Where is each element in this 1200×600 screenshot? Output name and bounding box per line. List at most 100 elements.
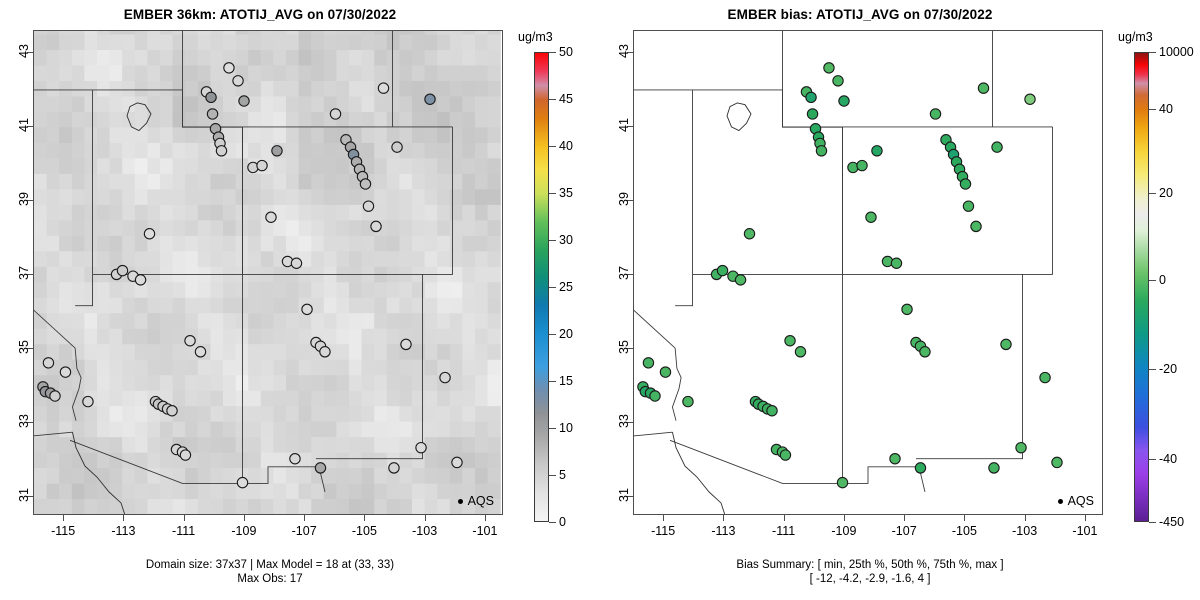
station-marker xyxy=(988,462,1000,474)
station-marker xyxy=(865,211,877,223)
station-marker xyxy=(734,274,747,286)
y-axis-tick xyxy=(627,126,633,128)
colorbar-tick xyxy=(1149,193,1156,194)
aqs-dot-icon xyxy=(457,498,463,504)
colorbar-tick xyxy=(1149,522,1156,523)
station-marker xyxy=(194,346,207,358)
y-axis-label: 43 xyxy=(617,44,631,59)
station-marker xyxy=(49,390,61,402)
x-axis-tick xyxy=(63,515,65,521)
station-marker xyxy=(205,91,217,104)
colorbar-tick-label: 20 xyxy=(559,327,573,341)
panel-model: EMBER 36km: ATOTIJ_AVG on 07/30/2022 AQS… xyxy=(17,7,573,585)
aqs-legend-label: AQS xyxy=(1067,494,1094,508)
colorbar-tick xyxy=(549,428,556,429)
y-axis-tick xyxy=(27,496,33,498)
station-marker xyxy=(784,334,796,347)
caption-model-line2: Max Obs: 17 xyxy=(237,573,303,585)
station-marker xyxy=(400,338,412,351)
x-axis-label: -105 xyxy=(351,524,377,538)
colorbar-tick-label: 25 xyxy=(559,280,573,294)
station-marker xyxy=(1051,456,1063,469)
station-marker xyxy=(179,449,192,461)
station-marker xyxy=(901,303,913,316)
panel-title-model: EMBER 36km: ATOTIJ_AVG on 07/30/2022 xyxy=(123,7,397,22)
colorbar-tick-label: 30 xyxy=(559,233,573,247)
station-marker xyxy=(794,346,807,358)
colorbar-tick-label: 20 xyxy=(1159,186,1173,200)
x-axis-label: -115 xyxy=(51,524,76,538)
colorbar-tick xyxy=(549,334,556,335)
y-axis-tick xyxy=(27,126,33,128)
x-axis-tick xyxy=(843,515,845,521)
colorbar-tick xyxy=(549,193,556,194)
y-axis-tick xyxy=(627,274,633,276)
y-axis-tick xyxy=(27,200,33,202)
station-marker xyxy=(256,159,268,172)
y-axis-label: 39 xyxy=(617,192,631,207)
y-axis-label: 43 xyxy=(17,44,31,59)
colorbar-tick-label: 10000 xyxy=(1159,45,1194,59)
colorbar-tick-label: 10 xyxy=(559,421,573,435)
y-axis-label: 37 xyxy=(17,266,31,281)
y-axis-label: 41 xyxy=(17,118,31,133)
map-boundaries xyxy=(634,31,1053,492)
panel-title-bias: EMBER bias: ATOTIJ_AVG on 07/30/2022 xyxy=(727,7,993,22)
station-marker xyxy=(415,441,427,454)
caption-bias-line2: [ -12, -4.2, -2.9, -1.6, 4 ] xyxy=(809,573,931,585)
y-axis-label: 39 xyxy=(17,192,31,207)
x-axis-label: -107 xyxy=(291,524,317,538)
station-marker xyxy=(716,264,729,277)
x-axis-tick xyxy=(484,515,486,521)
station-marker xyxy=(370,220,382,233)
station-marker xyxy=(959,178,972,190)
colorbar-tick-label: -20 xyxy=(1159,362,1178,377)
x-axis-tick xyxy=(364,515,366,521)
y-axis-label: 35 xyxy=(617,340,631,355)
x-axis-tick xyxy=(783,515,785,521)
colorbar-tick-label: 40 xyxy=(1159,102,1173,117)
coastlines xyxy=(671,432,726,514)
station-marker xyxy=(359,178,372,190)
station-marker xyxy=(424,93,436,105)
colorbar-tick xyxy=(1149,369,1156,371)
caption-bias-line1: Bias Summary: [ min, 25th %, 50th %, 75t… xyxy=(736,559,1004,571)
colorbar-tick xyxy=(1149,52,1156,53)
station-marker xyxy=(329,108,342,120)
y-axis-tick xyxy=(27,52,33,54)
coastlines xyxy=(71,432,126,514)
colorbar-tick-label: 40 xyxy=(559,139,573,153)
y-axis-label: 31 xyxy=(617,488,631,503)
colorbar-tick-label: 5 xyxy=(559,468,566,482)
colorbar-tick-label: 0 xyxy=(1159,272,1166,287)
station-marker xyxy=(682,395,694,408)
station-marker xyxy=(236,476,249,489)
station-marker xyxy=(319,346,331,358)
map-plot-model[interactable]: AQS xyxy=(33,30,503,515)
y-axis-tick xyxy=(27,348,33,350)
x-axis-tick xyxy=(723,515,725,521)
x-axis-tick xyxy=(663,515,665,521)
station-marker xyxy=(314,462,327,474)
x-axis-label: -103 xyxy=(412,524,438,538)
y-axis-tick xyxy=(27,422,33,424)
station-marker xyxy=(779,449,792,461)
x-axis-tick xyxy=(183,515,185,521)
panel-bias: EMBER bias: ATOTIJ_AVG on 07/30/2022 AQS… xyxy=(600,0,1200,600)
colorbar-tick-label: 35 xyxy=(559,186,573,200)
x-axis-label: -113 xyxy=(711,524,736,538)
colorbar-gradient-model xyxy=(534,52,549,522)
station-marker xyxy=(388,462,400,474)
station-marker xyxy=(871,145,883,157)
x-axis-tick xyxy=(424,515,426,521)
station-marker xyxy=(929,108,942,120)
station-marker xyxy=(265,211,277,223)
x-axis-label: -105 xyxy=(951,524,977,538)
colorbar-tick xyxy=(549,287,556,288)
station-marker xyxy=(439,371,451,384)
station-marker xyxy=(890,257,903,269)
station-marker xyxy=(766,405,778,417)
x-axis-label: -115 xyxy=(651,524,676,538)
x-axis-tick xyxy=(904,515,906,521)
map-plot-bias[interactable]: AQS xyxy=(633,30,1103,515)
